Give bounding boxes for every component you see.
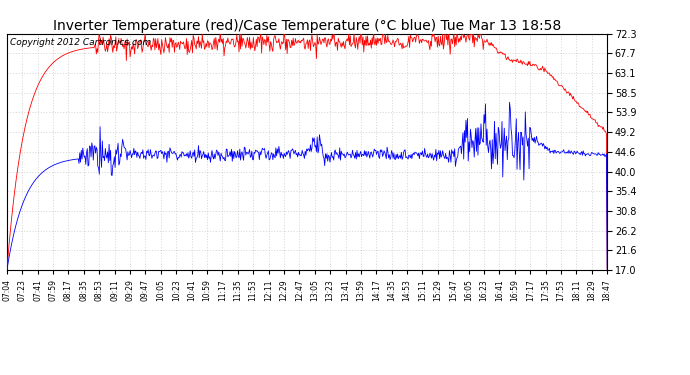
Text: Copyright 2012 Cartronics.com: Copyright 2012 Cartronics.com	[10, 39, 151, 48]
Title: Inverter Temperature (red)/Case Temperature (°C blue) Tue Mar 13 18:58: Inverter Temperature (red)/Case Temperat…	[53, 19, 561, 33]
